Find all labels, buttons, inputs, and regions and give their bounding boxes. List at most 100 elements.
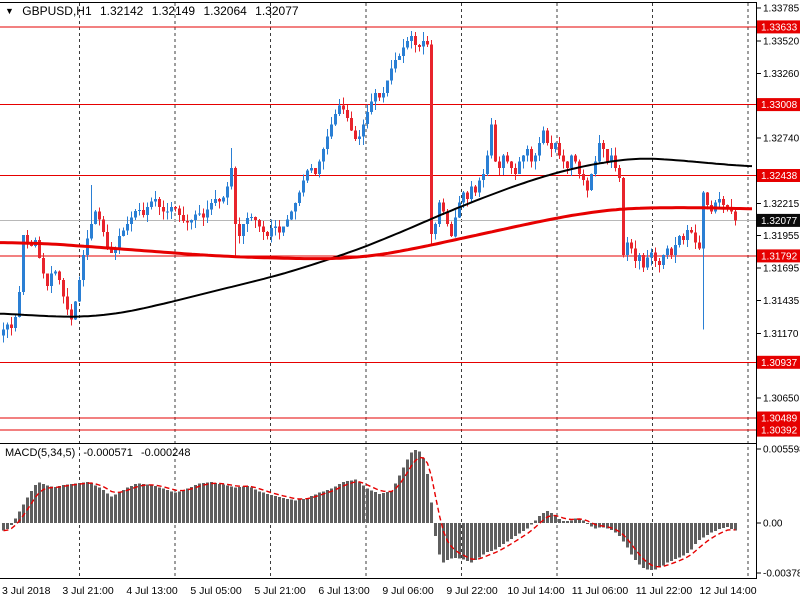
candle-body	[94, 211, 97, 224]
candle-body	[534, 155, 537, 162]
candle-body	[638, 254, 641, 262]
candle-body	[118, 236, 121, 249]
ohlc-open: 1.32142	[99, 4, 144, 18]
macd-bar	[498, 523, 501, 547]
candle-body	[326, 136, 329, 150]
candle-body	[606, 149, 609, 162]
candle-body	[346, 109, 349, 119]
macd-bar	[134, 484, 137, 523]
ma-line-red[interactable]	[0, 206, 752, 261]
macd-bar	[418, 451, 421, 523]
candle-body	[414, 36, 417, 46]
candle-body	[70, 309, 73, 320]
candle-body	[410, 36, 413, 41]
level-price-badge	[757, 423, 800, 437]
candle-body	[486, 155, 489, 175]
macd-bar	[270, 495, 273, 523]
macd-bar	[382, 493, 385, 523]
macd-bar	[242, 486, 245, 523]
time-axis-label: 10 Jul 14:00	[507, 585, 564, 597]
macd-bar	[410, 452, 413, 523]
ma-line-black[interactable]	[0, 157, 753, 318]
macd-bar	[82, 482, 85, 523]
candle-body	[342, 105, 345, 110]
macd-bar	[222, 484, 225, 523]
ohlc-close: 1.32077	[255, 4, 299, 18]
macd-bar	[378, 493, 381, 523]
candle-body	[82, 254, 85, 280]
macd-bar	[582, 520, 585, 523]
macd-bar	[250, 487, 253, 523]
candle-body	[314, 168, 317, 174]
macd-bar	[70, 484, 73, 523]
macd-bar	[706, 523, 709, 535]
macd-bar	[322, 491, 325, 523]
macd-bar	[10, 523, 13, 525]
candle-body	[182, 215, 185, 221]
macd-bar	[142, 483, 145, 523]
macd-bar	[354, 479, 357, 523]
macd-bar	[474, 523, 477, 560]
candle-body	[446, 211, 449, 224]
candle-body	[258, 220, 261, 227]
macd-bar	[138, 483, 141, 523]
level-price-badge-label: 1.31792	[761, 251, 798, 262]
candle-body	[2, 329, 5, 336]
macd-bar	[6, 523, 9, 529]
macd-bar	[674, 523, 677, 560]
candle-body	[242, 223, 245, 237]
candle-body	[186, 220, 189, 223]
macd-bar	[598, 523, 601, 528]
time-axis-label: 5 Jul 21:00	[254, 585, 306, 597]
macd-bar	[158, 487, 161, 523]
macd-bar	[42, 484, 45, 523]
macd-bar	[154, 486, 157, 523]
macd-bar	[190, 486, 193, 523]
macd-bar	[366, 488, 369, 523]
macd-bar	[462, 523, 465, 560]
macd-bar	[78, 483, 81, 523]
candle-body	[274, 226, 277, 228]
price-axis-label: 1.31695	[763, 264, 800, 275]
macd-bar	[262, 492, 265, 523]
price-axis-label: 1.30650	[763, 394, 800, 405]
candle-body	[378, 93, 381, 98]
candle-body	[222, 197, 225, 202]
macd-name: MACD(5,34,5)	[5, 447, 76, 459]
macd-bar	[146, 484, 149, 523]
macd-bar	[730, 523, 733, 529]
candle-body	[418, 45, 421, 47]
candle-body	[430, 44, 433, 234]
symbol-dropdown-icon[interactable]: ▼	[5, 6, 14, 16]
candle-body	[522, 155, 525, 162]
macd-bar	[210, 482, 213, 523]
candle-body	[42, 258, 45, 274]
level-price-badge	[757, 169, 800, 182]
macd-bar	[666, 523, 669, 563]
macd-indicator-label: MACD(5,34,5) -0.000571 -0.000248	[5, 447, 196, 459]
candle-body	[654, 252, 657, 262]
macd-bar	[182, 489, 185, 523]
candle-body	[622, 177, 625, 255]
macd-bar	[578, 518, 581, 523]
macd-bar	[670, 523, 673, 561]
macd-bar	[338, 484, 341, 523]
macd-bar	[406, 459, 409, 523]
macd-bar	[374, 492, 377, 523]
macd-bar	[318, 492, 321, 523]
candle-body	[50, 273, 53, 286]
candle-body	[718, 198, 721, 203]
candle-body	[670, 248, 673, 255]
candle-body	[62, 279, 65, 297]
macd-bar	[362, 485, 365, 523]
macd-bar	[90, 483, 93, 523]
candle-body	[162, 207, 165, 212]
candle-body	[210, 203, 213, 210]
macd-bar	[634, 523, 637, 560]
macd-bar	[678, 523, 681, 558]
macd-bar	[494, 523, 497, 550]
macd-bar	[486, 523, 489, 553]
price-axis-label: 1.32740	[763, 134, 800, 145]
